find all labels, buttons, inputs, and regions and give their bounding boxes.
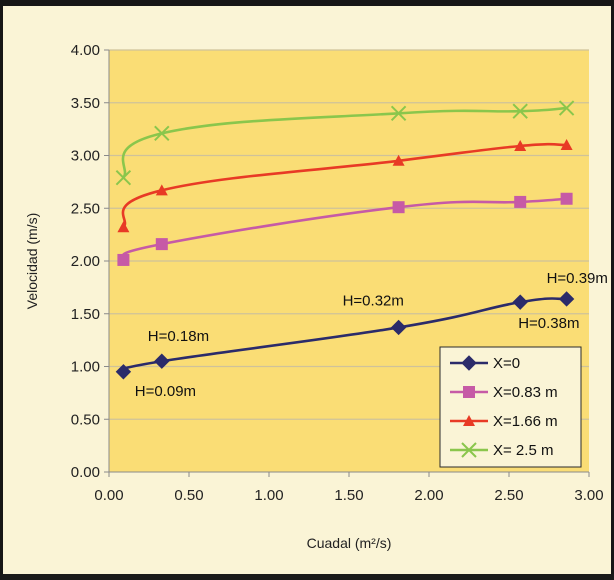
x-tick-label: 1.00	[254, 487, 283, 504]
grid-lines	[109, 49, 589, 420]
legend-entry-label: X=1.66 m	[493, 413, 558, 430]
y-tick-label: 3.50	[71, 95, 100, 112]
data-point-series-4	[558, 100, 575, 116]
annotations: H=0.09m H=0.18m H=0.32m H=0.38m H=0.39m	[135, 270, 608, 400]
data-point-series-3	[392, 154, 405, 166]
height-annotation: H=0.39m	[547, 270, 608, 287]
x-axis-title: Cuadal (m²/s)	[307, 535, 392, 551]
height-annotation: H=0.09m	[135, 383, 196, 400]
y-tick-label: 0.00	[71, 464, 100, 481]
height-annotation: H=0.38m	[518, 315, 579, 332]
data-point-series-1	[390, 319, 407, 336]
legend-marker	[463, 415, 475, 426]
y-tick-label: 0.50	[71, 411, 100, 428]
y-tick-label: 2.00	[71, 253, 100, 270]
data-point-series-3	[117, 221, 130, 233]
legend-box	[439, 346, 582, 468]
x-tick-label: 2.00	[414, 487, 443, 504]
height-annotation: H=0.18m	[148, 328, 209, 345]
data-point-series-3	[560, 138, 573, 150]
legend-marker	[463, 386, 475, 398]
y-tick-label: 2.50	[71, 200, 100, 217]
data-point-series-1	[512, 294, 528, 310]
data-point-series-2	[392, 201, 405, 214]
x-tick-label: 2.50	[494, 487, 523, 504]
data-point-series-1	[154, 353, 170, 369]
data-point-series-2	[117, 253, 130, 266]
data-point-series-4	[390, 105, 407, 122]
legend-entry-label: X=0	[493, 355, 520, 372]
data-point-series-1	[558, 291, 575, 307]
legend-marker	[461, 355, 477, 371]
legend-entry-label: X= 2.5 m	[493, 442, 553, 459]
data-point-series-4	[115, 169, 132, 186]
data-point-series-2	[155, 238, 168, 251]
data-point-series-3	[155, 184, 168, 196]
y-tick-label: 4.00	[71, 42, 100, 59]
legend: X=0 X=0.83 m X=1.66 m X= 2.5 m	[439, 346, 582, 468]
data-point-series-4	[154, 125, 170, 142]
height-annotation: H=0.32m	[343, 292, 404, 309]
data-point-series-2	[560, 192, 573, 205]
y-tick-label: 1.50	[71, 306, 100, 323]
legend-entry-label: X=0.83 m	[493, 384, 558, 401]
tick-labels: 0.00 0.50 1.00 1.50 2.00 2.50 3.00 3.50 4.00 0.00…	[71, 42, 604, 504]
data-point-series-4	[512, 103, 528, 119]
x-tick-label: 0.00	[94, 487, 123, 504]
y-tick-label: 3.00	[71, 148, 100, 165]
data-point-series-2	[514, 195, 527, 208]
y-tick-label: 1.00	[71, 359, 100, 376]
data-point-series-1	[115, 364, 132, 380]
velocity-chart: H=0.09m H=0.18m H=0.32m H=0.38m H=0.39m 0.00…	[24, 42, 608, 551]
series-markers	[115, 100, 575, 380]
data-point-series-3	[514, 140, 527, 152]
axes	[104, 49, 590, 477]
x-tick-label: 0.50	[174, 487, 203, 504]
legend-marker	[461, 442, 477, 458]
x-tick-label: 1.50	[334, 487, 363, 504]
x-tick-label: 3.00	[574, 487, 603, 504]
y-axis-title: Velocidad (m/s)	[24, 213, 40, 309]
